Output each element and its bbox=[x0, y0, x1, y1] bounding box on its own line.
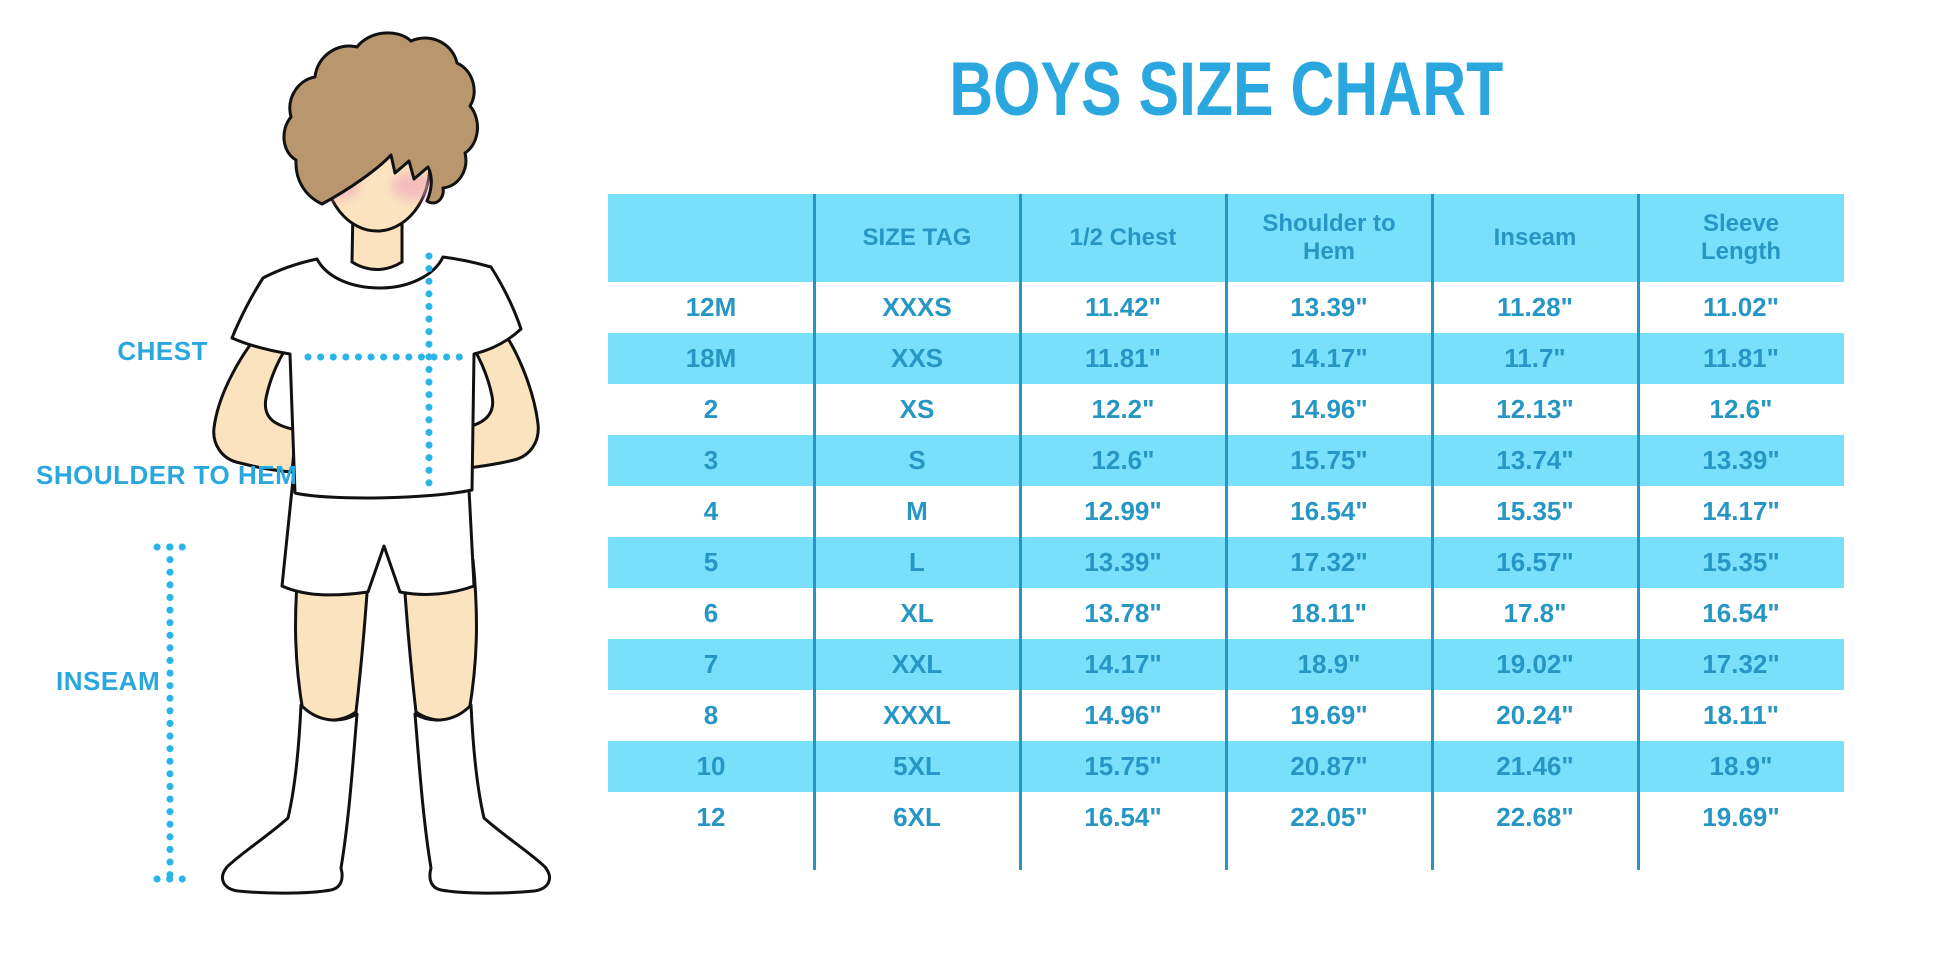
tag-cell: XS bbox=[814, 384, 1020, 435]
sleeve-length-cell: 11.02" bbox=[1638, 282, 1844, 333]
shoulder-to-hem-cell: 16.54" bbox=[1226, 486, 1432, 537]
inseam-cell: 20.24" bbox=[1432, 690, 1638, 741]
size-cell: 18M bbox=[608, 333, 814, 384]
half-chest-cell: 12.99" bbox=[1020, 486, 1226, 537]
shoulder-to-hem-label: SHOULDER TO HEM bbox=[36, 460, 298, 490]
header-cell-inseam: Inseam bbox=[1432, 194, 1638, 282]
left-sock bbox=[221, 703, 359, 895]
shoulder-to-hem-cell: 18.11" bbox=[1226, 588, 1432, 639]
shoulder-to-hem-cell: 18.9" bbox=[1226, 639, 1432, 690]
shoulder-to-hem-cell: 15.75" bbox=[1226, 435, 1432, 486]
tag-cell: XXXL bbox=[814, 690, 1020, 741]
half-chest-cell: 15.75" bbox=[1020, 741, 1226, 792]
sleeve-length-cell: 16.54" bbox=[1638, 588, 1844, 639]
page-title: BOYS SIZE CHART bbox=[949, 47, 1503, 132]
half-chest-cell: 14.96" bbox=[1020, 690, 1226, 741]
half-chest-cell: 12.2" bbox=[1020, 384, 1226, 435]
shoulder-to-hem-cell: 14.17" bbox=[1226, 333, 1432, 384]
size-cell: 12M bbox=[608, 282, 814, 333]
half-chest-cell: 14.17" bbox=[1020, 639, 1226, 690]
right-sock bbox=[413, 703, 551, 895]
sleeve-length-cell: 17.32" bbox=[1638, 639, 1844, 690]
header-cell-blank bbox=[608, 194, 814, 282]
column-separator-2 bbox=[1019, 194, 1022, 870]
column-separator-1 bbox=[813, 194, 816, 870]
shorts bbox=[280, 468, 476, 597]
inseam-label: INSEAM bbox=[56, 666, 161, 696]
inseam-cell: 15.35" bbox=[1432, 486, 1638, 537]
boy-illustration bbox=[153, 31, 551, 895]
size-cell: 7 bbox=[608, 639, 814, 690]
size-cell: 10 bbox=[608, 741, 814, 792]
shoulder-to-hem-cell: 20.87" bbox=[1226, 741, 1432, 792]
shoulder-to-hem-cell: 19.69" bbox=[1226, 690, 1432, 741]
inseam-cell: 21.46" bbox=[1432, 741, 1638, 792]
inseam-cell: 17.8" bbox=[1432, 588, 1638, 639]
tag-cell: 5XL bbox=[814, 741, 1020, 792]
size-cell: 5 bbox=[608, 537, 814, 588]
right-cheek-blush bbox=[392, 172, 434, 200]
tag-cell: XL bbox=[814, 588, 1020, 639]
size-cell: 3 bbox=[608, 435, 814, 486]
tag-cell: XXXS bbox=[814, 282, 1020, 333]
header-cell-half-chest: 1/2 Chest bbox=[1020, 194, 1226, 282]
chest-label: CHEST bbox=[117, 336, 208, 366]
sleeve-length-cell: 18.11" bbox=[1638, 690, 1844, 741]
header-cell-size-tag: SIZE TAG bbox=[814, 194, 1020, 282]
right-arm bbox=[462, 320, 540, 470]
size-table: SIZE TAG 1/2 Chest Shoulder to Hem Insea… bbox=[608, 194, 1844, 843]
header-cell-shoulder-to-hem: Shoulder to Hem bbox=[1226, 194, 1432, 282]
tshirt bbox=[230, 255, 523, 500]
half-chest-cell: 16.54" bbox=[1020, 792, 1226, 843]
shoulder-to-hem-cell: 14.96" bbox=[1226, 384, 1432, 435]
half-chest-cell: 11.81" bbox=[1020, 333, 1226, 384]
tag-cell: M bbox=[814, 486, 1020, 537]
size-cell: 6 bbox=[608, 588, 814, 639]
inseam-cell: 11.7" bbox=[1432, 333, 1638, 384]
sleeve-length-cell: 14.17" bbox=[1638, 486, 1844, 537]
inseam-cell: 19.02" bbox=[1432, 639, 1638, 690]
half-chest-cell: 13.39" bbox=[1020, 537, 1226, 588]
half-chest-cell: 13.78" bbox=[1020, 588, 1226, 639]
tag-cell: XXS bbox=[814, 333, 1020, 384]
shoulder-to-hem-cell: 17.32" bbox=[1226, 537, 1432, 588]
sleeve-length-cell: 13.39" bbox=[1638, 435, 1844, 486]
size-cell: 2 bbox=[608, 384, 814, 435]
half-chest-cell: 12.6" bbox=[1020, 435, 1226, 486]
tag-cell: L bbox=[814, 537, 1020, 588]
size-cell: 12 bbox=[608, 792, 814, 843]
sleeve-length-cell: 11.81" bbox=[1638, 333, 1844, 384]
inseam-cell: 16.57" bbox=[1432, 537, 1638, 588]
inseam-cell: 22.68" bbox=[1432, 792, 1638, 843]
left-arm bbox=[212, 328, 298, 474]
header-cell-sleeve-length: Sleeve Length bbox=[1638, 194, 1844, 282]
half-chest-cell: 11.42" bbox=[1020, 282, 1226, 333]
sleeve-length-cell: 12.6" bbox=[1638, 384, 1844, 435]
size-cell: 4 bbox=[608, 486, 814, 537]
inseam-cell: 12.13" bbox=[1432, 384, 1638, 435]
column-separator-4 bbox=[1431, 194, 1434, 870]
inseam-cell: 13.74" bbox=[1432, 435, 1638, 486]
hair bbox=[282, 31, 479, 206]
column-separator-3 bbox=[1225, 194, 1228, 870]
sleeve-length-cell: 18.9" bbox=[1638, 741, 1844, 792]
sleeve-length-cell: 15.35" bbox=[1638, 537, 1844, 588]
inseam-cell: 11.28" bbox=[1432, 282, 1638, 333]
shoulder-to-hem-cell: 22.05" bbox=[1226, 792, 1432, 843]
size-cell: 8 bbox=[608, 690, 814, 741]
sleeve-length-cell: 19.69" bbox=[1638, 792, 1844, 843]
tag-cell: 6XL bbox=[814, 792, 1020, 843]
shoulder-to-hem-cell: 13.39" bbox=[1226, 282, 1432, 333]
tag-cell: XXL bbox=[814, 639, 1020, 690]
column-separator-5 bbox=[1637, 194, 1640, 870]
tag-cell: S bbox=[814, 435, 1020, 486]
